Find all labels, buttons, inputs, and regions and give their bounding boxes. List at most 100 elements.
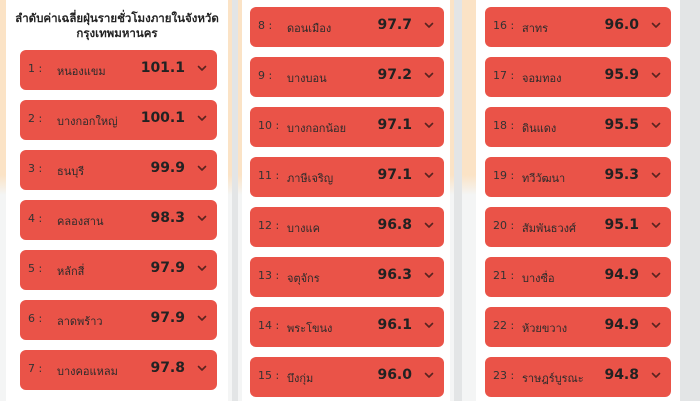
rank-number: 22 : (493, 319, 515, 332)
chevron-down-icon (651, 172, 661, 178)
chevron-down-icon (424, 72, 434, 78)
district-name: พระโขนง (287, 322, 333, 335)
district-row[interactable]: 9 : บางบอน 97.2 (250, 57, 444, 97)
rank-number: 19 : (493, 169, 515, 182)
district-name: ห้วยขวาง (522, 322, 568, 335)
rank-number: 8 : (258, 19, 273, 32)
district-row[interactable]: 14 : พระโขนง 96.1 (250, 307, 444, 347)
rank-number: 23 : (493, 369, 515, 382)
district-row[interactable]: 12 : บางแค 96.8 (250, 207, 444, 247)
district-name: หนองแขม (57, 65, 106, 78)
district-row[interactable]: 16 : สาทร 96.0 (485, 7, 671, 47)
chevron-down-icon (651, 22, 661, 28)
district-row[interactable]: 3 : ธนบุรี 99.9 (20, 150, 217, 190)
pm25-value: 95.5 (604, 117, 639, 133)
district-name: สัมพันธวงศ์ (522, 222, 576, 235)
district-row[interactable]: 15 : บึงกุ่ม 96.0 (250, 357, 444, 397)
rank-number: 10 : (258, 119, 280, 132)
rank-number: 1 : (28, 62, 43, 75)
pm25-value: 97.7 (377, 17, 412, 33)
chevron-down-icon (651, 222, 661, 228)
district-name: บางคอแหลม (57, 365, 118, 378)
chevron-down-icon (424, 222, 434, 228)
district-row[interactable]: 22 : ห้วยขวาง 94.9 (485, 307, 671, 347)
district-name: สาทร (522, 22, 549, 35)
chevron-down-icon (424, 272, 434, 278)
district-row[interactable]: 23 : ราษฎร์บูรณะ 94.8 (485, 357, 671, 397)
district-row[interactable]: 7 : บางคอแหลม 97.8 (20, 350, 217, 390)
chevron-down-icon (424, 172, 434, 178)
ranking-panel-1: ลำดับค่าเฉลี่ยฝุ่นรายชั่วโมงภายในจังหวัด… (0, 0, 232, 401)
chevron-down-icon (197, 65, 207, 71)
district-row[interactable]: 18 : ดินแดง 95.5 (485, 107, 671, 147)
rank-number: 12 : (258, 219, 280, 232)
district-row[interactable]: 11 : ภาษีเจริญ 97.1 (250, 157, 444, 197)
pm25-value: 101.1 (140, 60, 185, 76)
district-row[interactable]: 5 : หลักสี่ 97.9 (20, 250, 217, 290)
chevron-down-icon (197, 215, 207, 221)
district-row[interactable]: 2 : บางกอกใหญ่ 100.1 (20, 100, 217, 140)
pm25-value: 94.8 (604, 367, 639, 383)
district-name: บางกอกใหญ่ (57, 115, 118, 128)
district-row[interactable]: 10 : บางกอกน้อย 97.1 (250, 107, 444, 147)
chevron-down-icon (651, 372, 661, 378)
district-name: จตุจักร (287, 272, 320, 285)
ranking-panel-2: 8 : ดอนเมือง 97.7 9 : บางบอน 97.2 10 : บางกอกน้… (238, 0, 454, 401)
pm25-value: 96.0 (377, 367, 412, 383)
district-name: ลาดพร้าว (57, 315, 103, 328)
chevron-down-icon (651, 72, 661, 78)
pm25-value: 98.3 (150, 210, 185, 226)
pm25-value: 100.1 (140, 110, 185, 126)
district-row[interactable]: 1 : หนองแขม 101.1 (20, 50, 217, 90)
pm25-value: 97.2 (377, 67, 412, 83)
district-name: ธนบุรี (57, 165, 85, 178)
rank-number: 2 : (28, 112, 43, 125)
pm25-value: 97.1 (377, 167, 412, 183)
district-name: หลักสี่ (57, 265, 85, 278)
chevron-down-icon (197, 315, 207, 321)
pm25-value: 96.8 (377, 217, 412, 233)
district-row[interactable]: 8 : ดอนเมือง 97.7 (250, 7, 444, 47)
chevron-down-icon (197, 165, 207, 171)
district-name: ดอนเมือง (287, 22, 332, 35)
pm25-value: 95.3 (604, 167, 639, 183)
district-row[interactable]: 13 : จตุจักร 96.3 (250, 257, 444, 297)
rank-number: 16 : (493, 19, 515, 32)
district-row[interactable]: 19 : ทวีวัฒนา 95.3 (485, 157, 671, 197)
district-row[interactable]: 21 : บางซื่อ 94.9 (485, 257, 671, 297)
district-row[interactable]: 6 : ลาดพร้าว 97.9 (20, 300, 217, 340)
pm25-value: 96.1 (377, 317, 412, 333)
chevron-down-icon (197, 265, 207, 271)
district-name: บางบอน (287, 72, 327, 85)
district-row[interactable]: 4 : คลองสาน 98.3 (20, 200, 217, 240)
pm25-value: 94.9 (604, 317, 639, 333)
rank-number: 13 : (258, 269, 280, 282)
district-name: บึงกุ่ม (287, 372, 314, 385)
chevron-down-icon (651, 122, 661, 128)
chevron-down-icon (197, 115, 207, 121)
chevron-down-icon (424, 322, 434, 328)
chevron-down-icon (651, 322, 661, 328)
ranking-card-1: ลำดับค่าเฉลี่ยฝุ่นรายชั่วโมงภายในจังหวัด… (6, 0, 228, 401)
pm25-value: 95.9 (604, 67, 639, 83)
page-title: ลำดับค่าเฉลี่ยฝุ่นรายชั่วโมงภายในจังหวัด… (15, 11, 219, 40)
chevron-down-icon (424, 122, 434, 128)
district-name: บางกอกน้อย (287, 122, 347, 135)
district-name: คลองสาน (57, 215, 104, 228)
pm25-value: 97.1 (377, 117, 412, 133)
district-name: ทวีวัฒนา (522, 172, 566, 185)
rank-number: 5 : (28, 262, 43, 275)
district-name: ดินแดง (522, 122, 557, 135)
pm25-value: 95.1 (604, 217, 639, 233)
chevron-down-icon (424, 372, 434, 378)
rank-number: 21 : (493, 269, 515, 282)
pm25-value: 97.9 (150, 260, 185, 276)
pm25-value: 96.0 (604, 17, 639, 33)
district-row[interactable]: 17 : จอมทอง 95.9 (485, 57, 671, 97)
chevron-down-icon (651, 272, 661, 278)
district-name: ภาษีเจริญ (287, 172, 334, 185)
rank-number: 15 : (258, 369, 280, 382)
rank-number: 3 : (28, 162, 43, 175)
pm25-value: 94.9 (604, 267, 639, 283)
district-row[interactable]: 20 : สัมพันธวงศ์ 95.1 (485, 207, 671, 247)
